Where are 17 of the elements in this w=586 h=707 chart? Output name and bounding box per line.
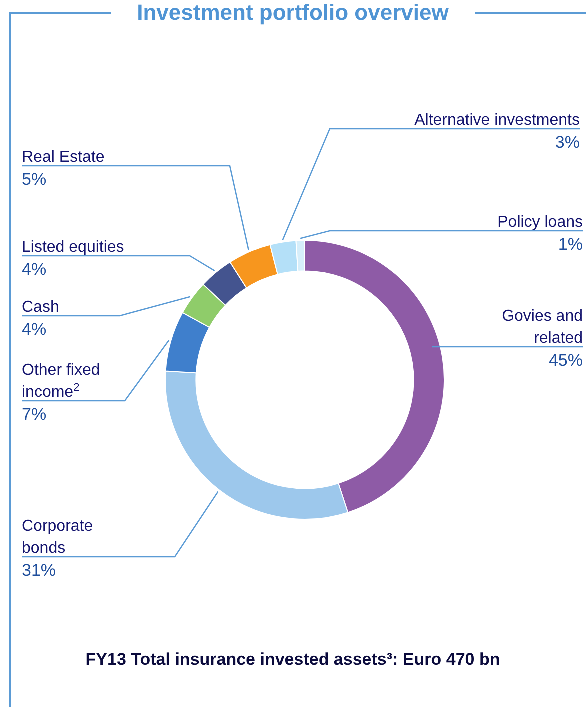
data-label: 1% (558, 235, 583, 254)
data-label: 45% (548, 351, 583, 370)
text: FY13 Total insurance invested assets³: Euro 470 bn (84, 650, 502, 670)
slice-label: Alternative investments (414, 112, 580, 129)
data-label: 31% (22, 561, 56, 580)
data-label: 4% (22, 260, 47, 279)
data-label: 5% (22, 170, 47, 189)
data-label: 7% (22, 405, 47, 424)
slice-label: Corporate bonds (22, 518, 94, 557)
slice-label: Real Estate (22, 149, 105, 166)
data-label: 4% (22, 320, 47, 339)
slice-label: Policy loans (498, 214, 583, 231)
slice-label: Govies and related (502, 308, 583, 347)
slice-label: Listed equities (22, 239, 124, 256)
slice-label: Cash (22, 299, 60, 316)
chart-title: Investment portfolio overview (111, 0, 475, 25)
data-label: 3% (555, 133, 580, 152)
